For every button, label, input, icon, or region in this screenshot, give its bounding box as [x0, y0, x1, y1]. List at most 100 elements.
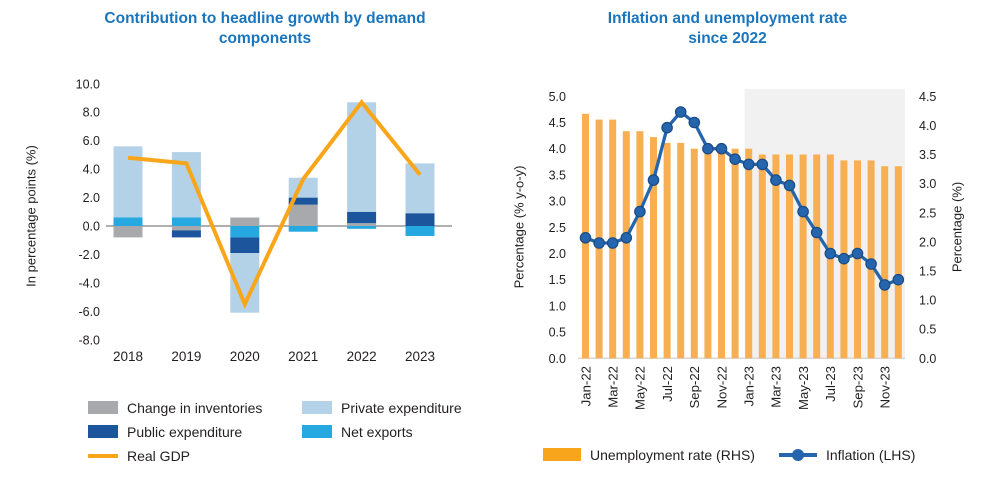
- left-x-category-label: 2018: [113, 349, 143, 364]
- contribution-bar-segment: [230, 217, 260, 226]
- inflation-marker: [702, 142, 714, 155]
- unemployment-bar: [731, 148, 739, 359]
- legend-item-public-expenditure: Public expenditure: [88, 423, 302, 440]
- unemployment-bar: [718, 148, 725, 359]
- legend-item-private-expenditure: Private expenditure: [302, 399, 462, 416]
- net-exports-swatch: [302, 425, 332, 438]
- inflation-marker: [770, 174, 782, 186]
- right-chart-rhs-tick-label: 0.5: [919, 323, 936, 337]
- right-x-month-label: Jul-22: [660, 366, 675, 402]
- unemployment-bar: [758, 154, 766, 359]
- left-x-category-label: 2022: [347, 349, 377, 364]
- inflation-marker: [620, 232, 633, 244]
- legend-item-inventories: Change in inventories: [88, 399, 302, 416]
- right-x-month-label: Sep-23: [850, 366, 865, 409]
- right-chart-title: Inflation and unemployment rate since 20…: [590, 9, 865, 48]
- inflation-marker: [783, 179, 796, 192]
- unemployment-bar: [881, 166, 889, 359]
- left-chart-plot: 10.0 8.0 6.0 4.0 2.0 0.0 -2.0 -4.0 -6.0 -8.0 2018 2…: [76, 77, 452, 364]
- unemployment-bar: [622, 131, 630, 359]
- right-chart-lhs-tick-label: 4.5: [549, 116, 566, 130]
- unemployment-bar: [690, 148, 698, 359]
- left-x-category-label: 2021: [288, 349, 318, 364]
- inflation-marker: [688, 116, 701, 129]
- inflation-line-swatch-marker: [791, 448, 804, 461]
- contribution-bar-segment: [230, 226, 260, 238]
- inflation-marker: [878, 279, 891, 291]
- unemployment-bar: [745, 148, 753, 359]
- legend-label: Change in inventories: [127, 399, 263, 416]
- real-gdp-line: [127, 99, 422, 310]
- right-chart-title-line1: Inflation and unemployment rate: [607, 10, 848, 27]
- unemployment-bar: [854, 160, 861, 359]
- unemployment-bar: [894, 166, 902, 359]
- legend-label: Net exports: [341, 423, 413, 440]
- unemployment-bar: [799, 154, 807, 359]
- inflation-marker: [661, 121, 673, 134]
- left-x-category-label: 2023: [405, 349, 435, 364]
- real-gdp-line-swatch: [88, 453, 118, 458]
- unemployment-bar: [663, 142, 671, 359]
- legend-label: Private expenditure: [341, 399, 462, 416]
- right-chart-rhs-tick-label: 4.0: [919, 119, 936, 133]
- right-chart-rhs-tick-label: 0.0: [919, 352, 936, 366]
- left-y-tick-label: -2.0: [78, 248, 100, 262]
- contribution-bar-segment: [405, 213, 435, 226]
- contribution-bar-segment: [171, 217, 201, 226]
- right-x-month-label: Mar-23: [769, 366, 784, 408]
- right-chart-rhs-tick-label: 1.0: [919, 294, 936, 308]
- legend-label: Public expenditure: [127, 423, 243, 440]
- inflation-marker: [824, 247, 837, 260]
- right-chart-rhs-tick-label: 4.5: [919, 90, 936, 104]
- left-y-tick-label: -4.0: [78, 276, 100, 290]
- right-chart-legend: Unemployment rate (RHS) Inflation (LHS): [543, 446, 916, 463]
- legend-label: Inflation (LHS): [825, 446, 916, 463]
- inflation-marker: [756, 158, 769, 171]
- left-x-category-label: 2019: [171, 349, 201, 364]
- right-chart-rhs-tick-label: 2.5: [919, 206, 936, 220]
- unemployment-bar: [704, 148, 712, 359]
- contribution-bar-segment: [347, 223, 377, 226]
- right-x-month-label: May-23: [796, 366, 811, 410]
- right-chart-lhs-tick-label: 0.0: [549, 352, 566, 366]
- legend-item-real-gdp: Real GDP: [88, 448, 302, 464]
- contribution-bar-segment: [347, 102, 377, 212]
- right-chart-rhs-tick-label: 3.5: [919, 148, 936, 162]
- legend-item-unemployment-rate: Unemployment rate (RHS): [543, 447, 755, 463]
- right-chart-lhs-tick-label: 3.5: [549, 168, 566, 182]
- contribution-bar-segment: [347, 211, 377, 224]
- inventories-swatch: [88, 401, 118, 414]
- contribution-bar-segment: [347, 226, 377, 229]
- right-chart-rhs-tick-label: 1.5: [919, 265, 936, 279]
- inflation-marker: [838, 252, 850, 265]
- unemployment-bar: [636, 131, 644, 359]
- unemployment-bar: [677, 142, 685, 359]
- right-chart-lhs-tick-label: 1.0: [549, 299, 566, 313]
- inflation-marker: [742, 158, 755, 171]
- inflation-marker: [797, 205, 809, 218]
- right-x-month-label: Jan-22: [578, 366, 593, 406]
- contribution-bar-segment: [171, 226, 201, 231]
- right-chart-rhs-tick-label: 3.0: [919, 177, 936, 191]
- right-chart-lhs-tick-label: 0.5: [549, 326, 566, 340]
- inflation-marker: [892, 273, 905, 286]
- right-chart-plot: 5.0 4.5 4.0 3.5 3.0 2.5 2.0 1.5 1.0 0.5 0.0 4.5 4.0 3…: [549, 89, 936, 410]
- legend-item-net-exports: Net exports: [302, 423, 462, 440]
- left-chart-title-line1: Contribution to headline growth by deman…: [104, 10, 426, 27]
- right-chart-lhs-tick-label: 1.5: [549, 273, 566, 287]
- right-chart-rhs-tick-label: 2.0: [919, 235, 936, 249]
- unemployment-bar: [786, 154, 793, 359]
- left-y-tick-label: 4.0: [83, 163, 100, 177]
- left-y-tick-label: 6.0: [83, 134, 100, 148]
- unemployment-bar: [650, 137, 657, 359]
- contribution-bar-segment: [288, 204, 318, 226]
- right-chart-title-line2: since 2022: [688, 29, 767, 47]
- right-x-month-label: Jan-23: [742, 366, 757, 406]
- left-y-tick-label: -8.0: [78, 333, 100, 347]
- inflation-line-swatch: [778, 448, 817, 462]
- public-expenditure-swatch: [88, 425, 118, 438]
- inflation-marker: [810, 226, 823, 239]
- left-y-tick-label: 8.0: [83, 106, 100, 120]
- unemployment-rate-swatch: [543, 448, 581, 461]
- forecast-shaded-region: [744, 89, 905, 359]
